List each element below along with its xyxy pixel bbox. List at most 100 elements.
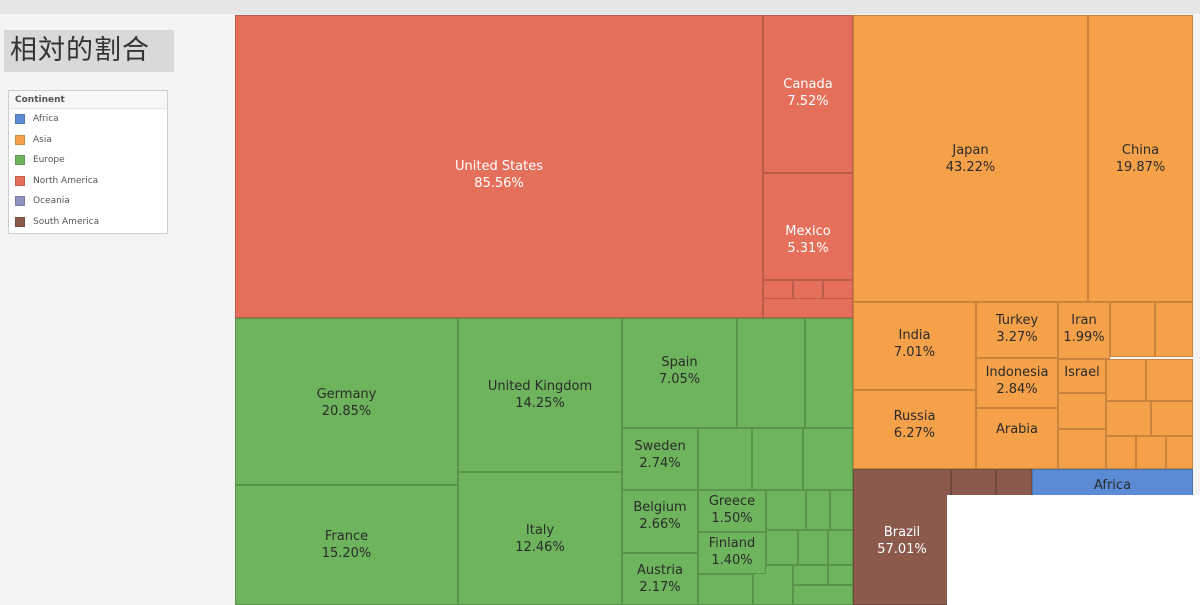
treemap-value-indonesia: 2.84% — [996, 382, 1038, 397]
treemap-name-canada: Canada — [783, 77, 833, 92]
treemap-cell-unlabeled[interactable] — [793, 565, 828, 585]
treemap-cell-arabia[interactable]: Arabia — [976, 408, 1058, 469]
treemap-cell-unlabeled[interactable] — [823, 280, 853, 299]
legend-label-south-america: South America — [33, 216, 100, 227]
treemap-cell-china[interactable]: China 19.87% — [1088, 15, 1193, 302]
treemap-cell-unlabeled[interactable] — [1146, 359, 1193, 401]
treemap-value-brazil: 57.01% — [877, 542, 927, 557]
legend-item-oceania[interactable]: Oceania — [9, 191, 167, 212]
treemap-name-belgium: Belgium — [633, 500, 687, 515]
treemap-name-sweden: Sweden — [634, 439, 686, 454]
treemap-name-africa: Africa — [1093, 478, 1132, 493]
treemap-cell-unlabeled[interactable] — [737, 318, 805, 428]
treemap-cell-unlabeled[interactable] — [830, 490, 853, 530]
treemap-name-brazil: Brazil — [883, 525, 921, 540]
treemap-cell-unlabeled[interactable] — [766, 530, 798, 565]
treemap-value-italy: 12.46% — [515, 540, 565, 555]
treemap-label-sweden: Sweden 2.74% — [623, 438, 697, 472]
legend-swatch-north-america — [15, 175, 25, 186]
treemap-cell-russia[interactable]: Russia 6.27% — [853, 390, 976, 469]
treemap-cell-unlabeled[interactable] — [798, 530, 828, 565]
legend-swatch-asia — [15, 134, 25, 145]
treemap-cell-unlabeled[interactable] — [1166, 436, 1193, 469]
legend-label-north-america: North America — [33, 175, 99, 186]
legend-item-asia[interactable]: Asia — [9, 130, 167, 151]
treemap-cell-unlabeled[interactable] — [806, 490, 830, 530]
legend-label-oceania: Oceania — [33, 196, 70, 207]
treemap-cell-unlabeled[interactable] — [1155, 302, 1193, 357]
treemap-cell-iran[interactable]: Iran 1.99% — [1058, 302, 1110, 359]
legend-item-north-america[interactable]: North America — [9, 171, 167, 192]
treemap-label-brazil: Brazil 57.01% — [854, 524, 950, 558]
treemap-cell-unlabeled[interactable] — [1151, 401, 1193, 436]
treemap-name-austria: Austria — [637, 563, 683, 578]
treemap-value-austria: 2.17% — [639, 580, 681, 595]
treemap-cell-unlabeled[interactable] — [1106, 401, 1151, 436]
treemap-cell-germany[interactable]: Germany 20.85% — [235, 318, 458, 485]
treemap-value-spain: 7.05% — [658, 372, 701, 387]
treemap-label-italy: Italy 12.46% — [459, 522, 621, 556]
treemap-cell-turkey[interactable]: Turkey 3.27% — [976, 302, 1058, 358]
treemap-cell-united-kingdom[interactable]: United Kingdom 14.25% — [458, 318, 622, 472]
treemap-cell-mexico[interactable]: Mexico 5.31% — [763, 173, 853, 280]
treemap-cell-japan[interactable]: Japan 43.22% — [853, 15, 1088, 302]
legend-label-asia: Asia — [33, 134, 52, 145]
legend-item-europe[interactable]: Europe — [9, 150, 167, 171]
treemap-cell-unlabeled[interactable] — [828, 530, 853, 565]
treemap-value-turkey: 3.27% — [996, 330, 1038, 345]
treemap-cell-unlabeled[interactable] — [1106, 436, 1136, 469]
treemap-cell-unlabeled[interactable] — [805, 318, 853, 428]
treemap-name-israel: Israel — [1064, 365, 1100, 380]
treemap-cell-unlabeled[interactable] — [752, 428, 803, 490]
treemap-cell-italy[interactable]: Italy 12.46% — [458, 472, 622, 605]
legend-label-europe: Europe — [33, 155, 65, 166]
treemap-cell-unlabeled[interactable] — [1106, 359, 1146, 401]
treemap-cell-spain[interactable]: Spain 7.05% — [622, 318, 737, 428]
legend-item-south-america[interactable]: South America — [9, 212, 167, 233]
treemap-cell-greece[interactable]: Greece 1.50% — [698, 490, 766, 532]
treemap-cell-brazil[interactable]: Brazil 57.01% — [853, 469, 951, 605]
treemap-cell-unlabeled[interactable] — [1136, 436, 1166, 469]
blank-overlay — [947, 495, 1200, 605]
legend-swatch-south-america — [15, 216, 25, 227]
treemap-cell-unlabeled[interactable] — [1058, 393, 1106, 429]
treemap-value-japan: 43.22% — [945, 160, 996, 175]
treemap-cell-canada[interactable]: Canada 7.52% — [763, 15, 853, 173]
treemap-label-mexico: Mexico 5.31% — [764, 223, 852, 257]
treemap-name-greece: Greece — [708, 494, 756, 509]
treemap-cell-indonesia[interactable]: Indonesia 2.84% — [976, 358, 1058, 408]
treemap-cell-unlabeled[interactable] — [803, 428, 853, 490]
treemap-cell-unlabeled[interactable] — [766, 490, 806, 530]
treemap-cell-unlabeled[interactable] — [698, 428, 752, 490]
treemap-cell-unlabeled[interactable] — [828, 565, 853, 585]
legend: Continent Africa Asia Europe North Ameri… — [8, 90, 168, 234]
treemap-name-spain: Spain — [661, 355, 698, 370]
treemap-cell-unlabeled[interactable] — [793, 280, 823, 299]
treemap-cell-unlabeled[interactable] — [763, 280, 793, 299]
treemap-label-iran: Iran 1.99% — [1059, 312, 1109, 346]
treemap-cell-unlabeled[interactable] — [793, 585, 853, 605]
treemap-label-germany: Germany 20.85% — [236, 386, 457, 420]
treemap-cell-france[interactable]: France 15.20% — [235, 485, 458, 605]
treemap-cell-unlabeled[interactable] — [951, 469, 996, 499]
treemap-cell-india[interactable]: India 7.01% — [853, 302, 976, 390]
treemap-name-indonesia: Indonesia — [985, 365, 1049, 380]
treemap-label-spain: Spain 7.05% — [623, 354, 736, 388]
treemap-value-mexico: 5.31% — [787, 241, 829, 256]
treemap-value-canada: 7.52% — [787, 94, 829, 109]
treemap-cell-belgium[interactable]: Belgium 2.66% — [622, 490, 698, 553]
treemap-cell-finland[interactable]: Finland 1.40% — [698, 532, 766, 574]
treemap-cell-israel[interactable]: Israel — [1058, 359, 1106, 393]
treemap-cell-sweden[interactable]: Sweden 2.74% — [622, 428, 698, 490]
treemap-label-turkey: Turkey 3.27% — [977, 312, 1057, 346]
treemap-label-austria: Austria 2.17% — [623, 562, 697, 596]
treemap-cell-unlabeled[interactable] — [1058, 429, 1106, 469]
treemap-cell-unlabeled[interactable] — [698, 574, 753, 605]
legend-item-africa[interactable]: Africa — [9, 109, 167, 130]
treemap-cell-united-states[interactable]: United States 85.56% — [235, 15, 763, 318]
treemap-label-greece: Greece 1.50% — [699, 493, 765, 527]
treemap-name-turkey: Turkey — [995, 313, 1039, 328]
treemap-cell-unlabeled[interactable] — [1110, 302, 1155, 357]
treemap-cell-austria[interactable]: Austria 2.17% — [622, 553, 698, 605]
